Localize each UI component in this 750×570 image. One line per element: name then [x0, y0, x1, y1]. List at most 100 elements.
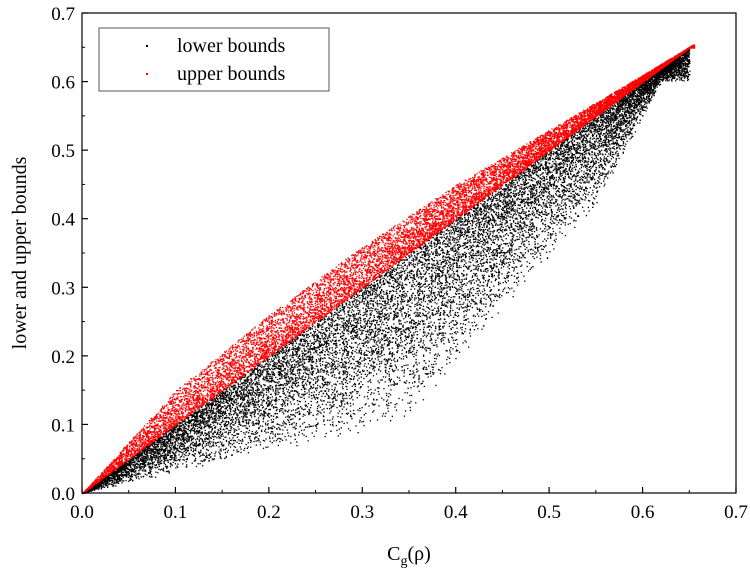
lower-bound-point — [299, 338, 302, 340]
lower-bound-point — [329, 424, 332, 426]
lower-bound-point — [343, 306, 345, 308]
lower-bound-point — [549, 152, 551, 154]
lower-bound-point — [424, 332, 426, 334]
lower-bound-point — [429, 300, 432, 302]
lower-bound-point — [186, 449, 188, 451]
lower-bound-point — [205, 415, 207, 417]
lower-bound-point — [435, 313, 437, 315]
lower-bound-point — [456, 275, 459, 277]
lower-bound-point — [252, 373, 254, 375]
lower-bound-point — [287, 403, 289, 405]
lower-bound-point — [589, 145, 591, 147]
lower-bound-point — [636, 116, 638, 119]
lower-bound-point — [454, 314, 456, 316]
lower-bound-point — [396, 304, 399, 306]
lower-bound-point — [222, 397, 225, 399]
lower-bound-point — [624, 102, 626, 104]
lower-bound-point — [485, 210, 487, 212]
lower-bound-point — [271, 399, 273, 401]
lower-bound-point — [465, 224, 468, 226]
lower-bound-point — [292, 351, 294, 353]
lower-bound-point — [246, 423, 248, 425]
lower-bound-point — [408, 349, 410, 352]
lower-bound-point — [554, 159, 556, 161]
lower-bound-point — [550, 151, 552, 153]
lower-bound-point — [404, 316, 407, 318]
lower-bound-point — [463, 265, 465, 267]
lower-bound-point — [351, 324, 353, 326]
lower-bound-point — [477, 267, 479, 269]
lower-bound-point — [287, 432, 289, 434]
lower-bound-point — [246, 422, 248, 424]
lower-bound-point — [305, 435, 307, 438]
lower-bound-point — [507, 266, 509, 268]
lower-bound-point — [224, 417, 226, 420]
lower-bound-point — [395, 326, 398, 328]
lower-bound-point — [345, 337, 347, 340]
lower-bound-point — [458, 303, 460, 306]
lower-bound-point — [468, 252, 470, 254]
lower-bound-point — [502, 247, 504, 249]
lower-bound-point — [366, 284, 368, 287]
lower-bound-point — [462, 242, 465, 244]
lower-bound-point — [95, 483, 97, 486]
lower-bound-point — [291, 423, 293, 425]
lower-bound-point — [624, 133, 627, 135]
lower-bound-point — [238, 439, 240, 441]
lower-bound-point — [340, 404, 343, 406]
lower-bound-point — [307, 403, 310, 405]
lower-bound-point — [295, 427, 297, 430]
lower-bound-point — [437, 274, 439, 276]
lower-bound-point — [485, 220, 487, 222]
lower-bound-point — [149, 449, 152, 452]
lower-bound-point — [495, 265, 497, 267]
lower-bound-point — [579, 190, 581, 193]
lower-bound-point — [394, 279, 396, 281]
lower-bound-point — [279, 395, 281, 398]
lower-bound-point — [277, 387, 279, 389]
lower-bound-point — [577, 215, 579, 217]
lower-bound-point — [303, 429, 305, 431]
lower-bound-point — [171, 436, 173, 438]
lower-bound-point — [635, 100, 638, 102]
lower-bound-point — [280, 376, 283, 378]
lower-bound-point — [590, 160, 593, 162]
lower-bound-point — [258, 394, 260, 396]
lower-bound-point — [165, 459, 167, 461]
lower-bound-point — [308, 373, 310, 375]
lower-bound-point — [349, 314, 351, 316]
lower-bound-point — [179, 460, 181, 462]
lower-bound-point — [373, 370, 375, 372]
lower-bound-point — [561, 197, 563, 199]
lower-bound-point — [345, 366, 347, 368]
lower-bound-point — [115, 468, 118, 471]
lower-bound-point — [230, 414, 232, 416]
lower-bound-point — [282, 422, 284, 424]
lower-bound-point — [516, 284, 519, 286]
lower-bound-point — [212, 459, 214, 461]
lower-bound-point — [269, 440, 271, 442]
lower-bound-point — [275, 365, 277, 368]
lower-bound-point — [373, 362, 375, 364]
lower-bound-point — [579, 202, 581, 204]
lower-bound-point — [423, 344, 425, 346]
lower-bound-point — [609, 111, 612, 113]
lower-bound-point — [511, 240, 513, 242]
lower-bound-point — [177, 459, 179, 461]
lower-bound-point — [349, 322, 352, 324]
lower-bound-point — [174, 441, 176, 443]
lower-bound-point — [248, 421, 250, 423]
lower-bound-point — [524, 180, 526, 182]
lower-bound-point — [629, 123, 632, 126]
lower-bound-point — [422, 368, 425, 370]
lower-bound-point — [462, 223, 464, 225]
lower-bound-point — [549, 226, 551, 229]
lower-bound-point — [412, 353, 414, 356]
lower-bound-point — [112, 482, 115, 485]
lower-bound-point — [537, 210, 539, 212]
lower-bound-point — [302, 352, 304, 354]
lower-bound-point — [600, 174, 602, 177]
lower-bound-point — [679, 73, 681, 75]
lower-bound-point — [206, 413, 208, 415]
lower-bound-point — [512, 201, 515, 203]
